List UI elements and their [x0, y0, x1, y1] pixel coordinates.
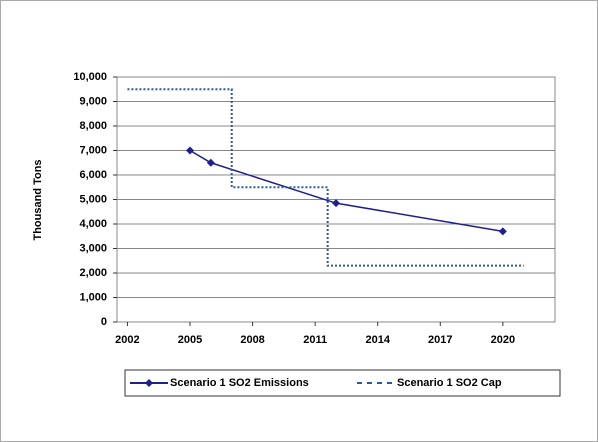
y-tick-label: 2,000: [79, 267, 107, 279]
series-line: [189, 149, 503, 233]
legend-label: Scenario 1 SO2 Emissions: [170, 377, 309, 389]
legend-marker: [145, 379, 153, 387]
y-tick-label: 6,000: [79, 169, 107, 181]
x-tick-label: 2011: [303, 334, 327, 346]
y-tick-label: 1,000: [79, 291, 107, 303]
y-tick-label: 5,000: [79, 193, 107, 205]
x-tick-label: 2002: [115, 334, 139, 346]
y-tick-label: 9,000: [79, 95, 107, 107]
y-tick-label: 0: [101, 316, 107, 328]
y-tick-label: 10,000: [73, 71, 107, 83]
series-line: [127, 88, 524, 267]
y-tick-label: 3,000: [79, 242, 107, 254]
y-tick-label: 7,000: [79, 144, 107, 156]
y-axis-label: Thousand Tons: [32, 159, 44, 240]
marker: [498, 227, 507, 236]
marker: [186, 146, 194, 155]
x-tick-label: 2005: [178, 334, 202, 346]
x-tick-label: 2020: [491, 334, 515, 346]
legend: [124, 369, 561, 397]
x-tick-label: 2008: [240, 334, 264, 346]
x-tick-label: 2017: [428, 334, 452, 346]
legend-label: Scenario 1 SO2 Cap: [397, 377, 502, 389]
y-tick-label: 8,000: [79, 120, 107, 132]
marker: [332, 199, 340, 208]
y-tick-label: 4,000: [79, 218, 107, 230]
marker: [206, 158, 215, 167]
x-tick-label: 2014: [365, 334, 390, 346]
